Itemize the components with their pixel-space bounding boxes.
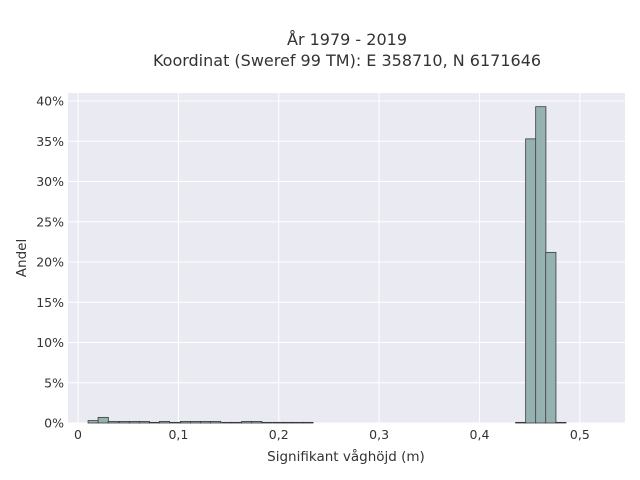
y-tick-label: 0% [44,416,64,431]
chart-title-line2: Koordinat (Sweref 99 TM): E 358710, N 61… [153,51,541,70]
histogram-bar [118,420,130,424]
y-tick-label: 30% [36,174,64,189]
histogram-bar [302,421,314,424]
x-tick-label: 0,5 [570,427,590,442]
x-tick-label: 0,3 [369,427,389,442]
histogram-bar [261,421,273,424]
x-tick-label: 0,2 [269,427,289,442]
histogram-bar [272,421,284,424]
histogram-bars [87,106,567,424]
y-tick-label: 35% [36,134,64,149]
histogram-bar [210,420,222,424]
x-tick-label: 0,1 [168,427,188,442]
histogram-bar [128,420,140,424]
histogram-bar [221,421,233,424]
y-axis-ticks: 0% 5% 10% 15% 20% 25% 30% 35% 40% [36,94,64,431]
histogram-bar [241,420,253,424]
x-axis-label: Signifikant våghöjd (m) [267,448,425,465]
histogram-bar [545,251,557,424]
histogram-bar [535,106,547,424]
x-axis-ticks: 0 0,1 0,2 0,3 0,4 0,5 [74,427,590,442]
y-tick-label: 40% [36,94,64,109]
histogram-bar [515,421,527,424]
histogram-bar [190,420,202,424]
histogram-bar [555,421,567,424]
x-tick-label: 0 [74,427,82,442]
histogram-bar [87,420,99,424]
histogram-bar [525,138,537,424]
histogram-bar [180,420,192,424]
histogram-bar [169,421,182,424]
y-tick-label: 25% [36,214,64,229]
histogram-bar [97,416,109,424]
y-axis-label: Andel [14,239,30,277]
y-tick-label: 5% [44,375,64,390]
histogram-bar [148,421,160,424]
histogram-bar [251,420,263,424]
histogram-bar [282,421,294,424]
y-tick-label: 10% [36,335,64,350]
y-tick-label: 20% [36,255,64,270]
chart-title-line1: År 1979 - 2019 [287,30,407,49]
y-tick-label: 15% [36,295,64,310]
histogram-bar [158,420,170,424]
histogram-bar [200,420,212,424]
histogram-bar [231,421,243,424]
x-tick-label: 0,4 [470,427,490,442]
histogram-bar [138,420,150,424]
histogram-bar [107,420,119,424]
histogram-bar [292,421,304,424]
